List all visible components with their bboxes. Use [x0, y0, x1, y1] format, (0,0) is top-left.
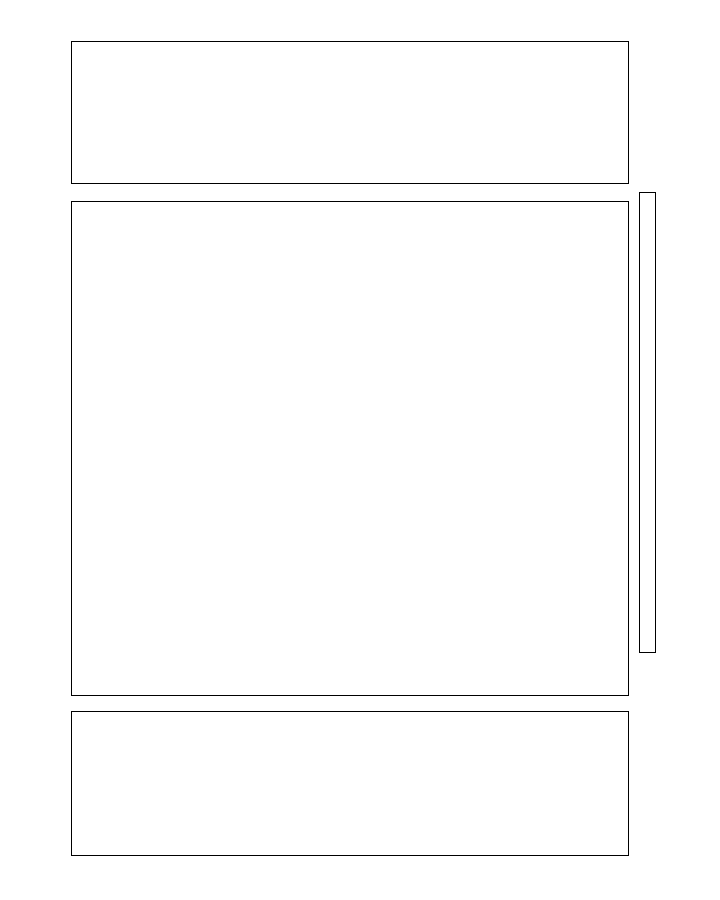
wind-scatter-canvas: [72, 42, 628, 183]
spl-line-canvas: [72, 712, 628, 855]
colorbar-canvas: [640, 193, 655, 652]
spectrogram-canvas: [72, 202, 628, 695]
